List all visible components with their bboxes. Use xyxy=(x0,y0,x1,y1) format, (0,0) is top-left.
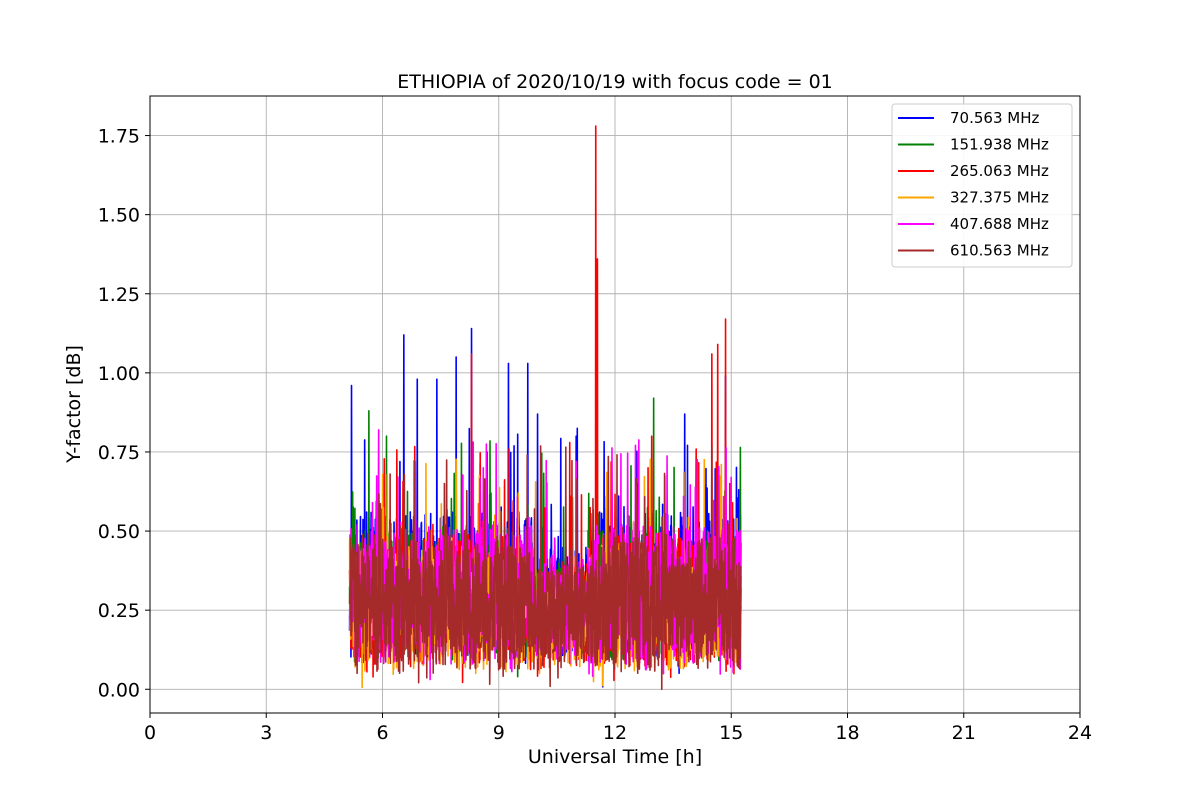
legend-label: 265.063 MHz xyxy=(950,162,1049,180)
legend-label: 151.938 MHz xyxy=(950,136,1049,154)
y-axis-title: Y-factor [dB] xyxy=(63,345,85,464)
legend-label: 407.688 MHz xyxy=(950,215,1049,233)
legend-label: 327.375 MHz xyxy=(950,189,1049,207)
legend-label: 70.563 MHz xyxy=(950,109,1039,127)
x-tick-label: 6 xyxy=(376,722,388,744)
series-line-5 xyxy=(348,445,742,691)
chart-title: ETHIOPIA of 2020/10/19 with focus code =… xyxy=(397,71,833,93)
x-tick-label: 3 xyxy=(260,722,272,744)
y-axis: 0.00 0.25 0.50 0.75 1.00 1.25 1.50 1.75 xyxy=(98,126,150,701)
y-tick-label: 0.00 xyxy=(98,679,140,701)
legend-box xyxy=(891,103,1073,268)
y-tick-label: 1.75 xyxy=(98,126,140,148)
y-tick-label: 0.25 xyxy=(98,600,140,622)
x-tick-label: 0 xyxy=(144,722,156,744)
y-tick-label: 0.50 xyxy=(98,521,140,543)
y-tick-label: 0.75 xyxy=(98,442,140,464)
legend-label: 610.563 MHz xyxy=(950,242,1049,260)
series-layer xyxy=(348,125,742,691)
y-tick-label: 1.50 xyxy=(98,205,140,227)
x-tick-label: 24 xyxy=(1068,722,1092,744)
x-axis: 0 3 6 9 12 15 18 21 24 xyxy=(144,713,1092,744)
x-tick-label: 9 xyxy=(493,722,505,744)
legend: 70.563 MHz 151.938 MHz 265.063 MHz 327.375 … xyxy=(891,103,1073,268)
y-tick-label: 1.00 xyxy=(98,363,140,385)
x-tick-label: 18 xyxy=(835,722,859,744)
x-axis-title: Universal Time [h] xyxy=(528,746,702,768)
x-tick-label: 15 xyxy=(719,722,743,744)
y-tick-label: 1.25 xyxy=(98,284,140,306)
x-tick-label: 12 xyxy=(603,722,627,744)
x-tick-label: 21 xyxy=(952,722,976,744)
